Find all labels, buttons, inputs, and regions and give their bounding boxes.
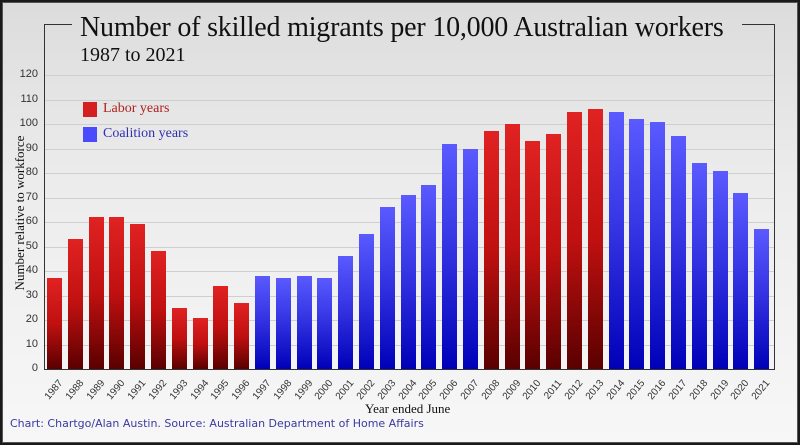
y-tick-label: 70 <box>25 190 38 203</box>
bar-2018 <box>691 163 707 369</box>
y-tick-label: 60 <box>25 215 38 227</box>
bar-2012 <box>567 111 582 369</box>
frame-line-left <box>44 24 72 25</box>
gridline <box>44 124 774 125</box>
x-axis-label: Year ended June <box>365 401 451 416</box>
bar-1991 <box>130 224 146 369</box>
chart-title: Number of skilled migrants per 10,000 Au… <box>80 12 724 43</box>
bar-2007 <box>463 148 478 369</box>
gridline <box>44 173 774 174</box>
legend-swatch-labor <box>83 101 97 117</box>
gridline <box>44 99 774 101</box>
bar-2000 <box>317 278 333 369</box>
bar-1989 <box>88 217 104 369</box>
bar-2010 <box>525 141 541 369</box>
bar-1988 <box>67 239 83 369</box>
plot-right-border <box>774 24 775 370</box>
legend-item-labor: Labor years <box>83 101 169 117</box>
bar-2019 <box>712 170 728 369</box>
y-tick-label: 100 <box>19 117 38 129</box>
bar-2013 <box>587 109 603 369</box>
bar-2002 <box>359 234 374 369</box>
bar-2009 <box>504 124 520 369</box>
bar-1999 <box>296 275 312 369</box>
bar-2011 <box>546 133 562 369</box>
bar-2015 <box>629 119 645 369</box>
y-tick-label: 110 <box>20 92 38 105</box>
y-tick-label: 30 <box>25 288 38 301</box>
bar-1987 <box>47 278 62 369</box>
y-tick-label: 10 <box>25 337 38 350</box>
bar-1992 <box>151 251 166 369</box>
legend-item-coalition: Coalition years <box>83 126 188 142</box>
legend-label-coalition: Coalition years <box>103 126 189 141</box>
bar-1995 <box>213 285 229 369</box>
bar-2001 <box>338 256 354 369</box>
bar-2020 <box>733 192 749 369</box>
bar-2008 <box>483 131 499 369</box>
bar-1993 <box>171 307 187 369</box>
bar-1997 <box>255 275 270 369</box>
bar-1998 <box>275 278 291 369</box>
bar-1994 <box>192 317 208 369</box>
bar-2021 <box>754 229 770 369</box>
source-credit: Chart: Chartgo/Alan Austin. Source: Aust… <box>10 417 424 430</box>
bar-2016 <box>650 121 666 369</box>
legend-swatch-coalition <box>83 126 97 142</box>
legend-label-labor: Labor years <box>103 101 170 116</box>
y-tick-label: 0 <box>31 362 38 374</box>
bar-2006 <box>442 143 458 369</box>
y-axis-label: Number relative to workforce <box>12 135 27 291</box>
bar-1996 <box>234 302 250 369</box>
x-axis <box>44 369 774 370</box>
bar-1990 <box>109 217 125 369</box>
plot-area <box>44 24 775 369</box>
y-tick-label: 120 <box>19 68 38 80</box>
y-tick-label: 50 <box>25 239 38 252</box>
chart-subtitle: 1987 to 2021 <box>80 44 186 66</box>
bar-2005 <box>421 185 437 369</box>
frame-line-right <box>742 24 775 25</box>
y-tick-label: 90 <box>25 141 38 154</box>
bar-2003 <box>379 207 395 369</box>
bar-2004 <box>400 195 416 369</box>
y-tick-label: 20 <box>25 313 38 325</box>
gridline <box>44 75 774 76</box>
bar-2017 <box>671 136 686 369</box>
y-tick-label: 80 <box>25 166 38 178</box>
gridline <box>44 148 774 150</box>
bar-2014 <box>608 111 624 369</box>
y-tick-label: 40 <box>25 264 38 276</box>
